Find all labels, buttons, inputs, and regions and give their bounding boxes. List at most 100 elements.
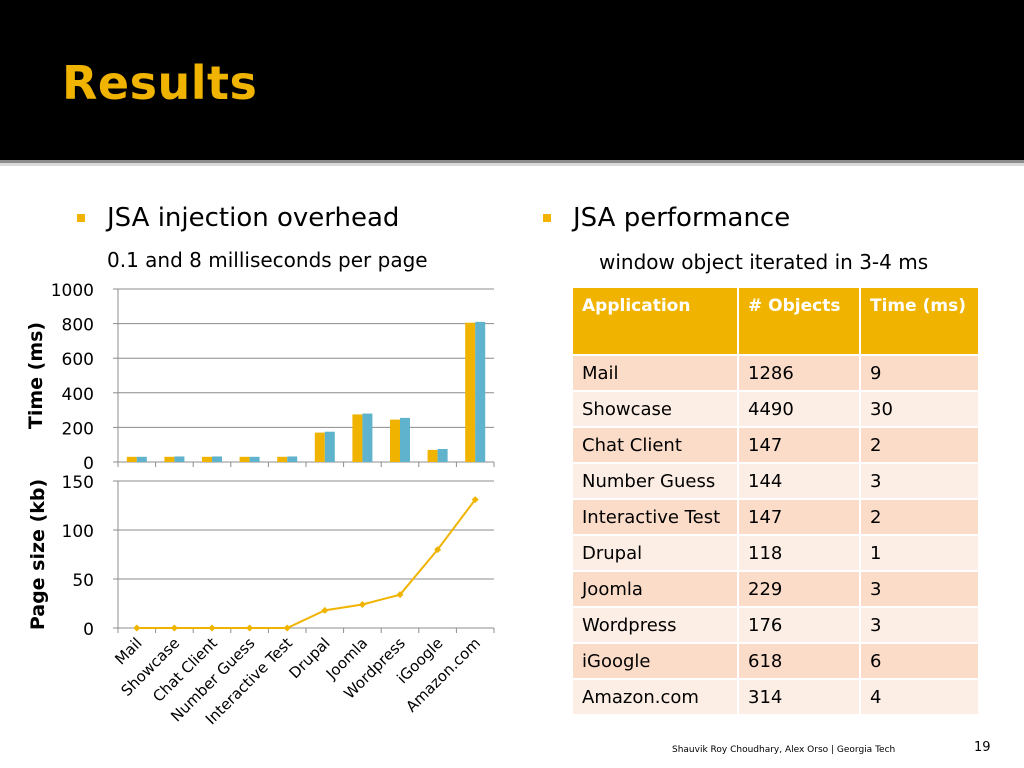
line-chart-point: [321, 606, 329, 614]
table-cell: 30: [859, 390, 980, 428]
bullet-text: JSA injection overhead: [107, 203, 400, 233]
bar-chart-ytick-label: 200: [62, 419, 94, 439]
bar-chart-bar: [164, 456, 175, 462]
table-cell: 1286: [737, 354, 861, 392]
bar-chart-ytick-label: 1000: [51, 281, 94, 301]
bullet-text: JSA performance: [573, 203, 791, 233]
line-chart-ytick-label: 0: [83, 620, 94, 640]
bullet-injection-overhead: JSA injection overhead: [77, 203, 399, 233]
table-cell: 147: [737, 426, 861, 464]
table-cell: 144: [737, 462, 861, 500]
line-chart-point: [208, 624, 216, 632]
slide-title: Results: [62, 56, 258, 110]
bar-chart-ytick-label: 600: [62, 350, 94, 370]
bar-chart-bar: [352, 414, 363, 462]
title-divider-light: [0, 163, 1024, 166]
table-cell: 1: [859, 534, 980, 572]
table-row: Interactive Test 147 2: [571, 498, 980, 536]
table-row: Showcase 4490 30: [571, 390, 980, 428]
bar-chart-bar: [239, 456, 250, 462]
bar-chart-bar: [126, 456, 137, 462]
bar-chart-bar: [277, 456, 288, 462]
bar-chart-bar: [362, 413, 373, 462]
table-cell: Showcase: [571, 390, 739, 428]
slide-footer: Shauvik Roy Choudhary, Alex Orso | Georg…: [672, 745, 896, 755]
table-cell: Drupal: [571, 534, 739, 572]
table-cell: 3: [859, 606, 980, 644]
table-cell: 2: [859, 426, 980, 464]
line-chart-y-axis-label: Page size (kb): [27, 479, 49, 630]
line-chart-ytick-label: 50: [72, 571, 94, 591]
bar-chart-bar: [314, 432, 325, 462]
table-cell: Amazon.com: [571, 678, 739, 716]
table-cell: 4: [859, 678, 980, 716]
bullet-square-icon: [543, 214, 551, 222]
line-chart-point: [471, 496, 479, 504]
table-header-row: Application # Objects Time (ms): [571, 286, 980, 356]
table-cell: Chat Client: [571, 426, 739, 464]
bar-chart-bar: [136, 456, 147, 462]
table-cell: 147: [737, 498, 861, 536]
table-cell: 3: [859, 462, 980, 500]
table-cell: 6: [859, 642, 980, 680]
table-cell: Number Guess: [571, 462, 739, 500]
page-number: 19: [974, 740, 991, 755]
table-cell: Joomla: [571, 570, 739, 608]
table-row: Amazon.com 314 4: [571, 678, 980, 716]
table-cell: 4490: [737, 390, 861, 428]
table-cell: 618: [737, 642, 861, 680]
table-row: Number Guess 144 3: [571, 462, 980, 500]
bar-chart-ytick-label: 800: [62, 316, 94, 336]
table-row: Wordpress 176 3: [571, 606, 980, 644]
bullet-square-icon: [77, 214, 85, 222]
bullet-jsa-performance: JSA performance: [543, 203, 790, 233]
table-cell: 118: [737, 534, 861, 572]
bullet-subtext: window object iterated in 3-4 ms: [599, 250, 929, 274]
table-row: Mail 1286 9: [571, 354, 980, 392]
bar-chart-ytick-label: 0: [83, 454, 94, 474]
bar-chart-bar: [427, 449, 438, 462]
table-cell: 229: [737, 570, 861, 608]
bar-chart-bar: [249, 456, 260, 462]
table-header-cell: Application: [571, 286, 739, 356]
line-chart-point: [133, 624, 141, 632]
table-cell: 176: [737, 606, 861, 644]
table-cell: Wordpress: [571, 606, 739, 644]
line-chart-point: [283, 624, 291, 632]
line-chart-ytick-label: 100: [62, 522, 94, 542]
performance-table: Application # Objects Time (ms) Mail 128…: [571, 286, 980, 716]
bar-chart-bar: [174, 456, 185, 462]
table-cell: Interactive Test: [571, 498, 739, 536]
table-cell: 3: [859, 570, 980, 608]
bar-chart-bar: [475, 321, 486, 462]
line-chart-ytick-label: 150: [62, 473, 94, 493]
line-chart-point: [170, 624, 178, 632]
bar-chart-bar: [390, 419, 400, 462]
title-divider: [0, 160, 1024, 163]
bullet-subtext: 0.1 and 8 milliseconds per page: [107, 248, 428, 272]
line-chart-point: [358, 600, 366, 608]
line-chart-point: [434, 546, 442, 554]
table-cell: 314: [737, 678, 861, 716]
bar-chart-bar: [212, 456, 222, 462]
bar-chart-bar: [400, 417, 410, 462]
table-cell: 2: [859, 498, 980, 536]
bar-chart-bar: [287, 456, 298, 462]
bar-chart-bar: [465, 322, 476, 462]
bar-chart-ytick-label: 400: [62, 385, 94, 405]
table-row: Chat Client 147 2: [571, 426, 980, 464]
title-bar: Results: [0, 0, 1024, 160]
table-row: iGoogle 618 6: [571, 642, 980, 680]
bar-chart-y-axis-label: Time (ms): [25, 322, 47, 429]
bar-chart-bar: [437, 449, 448, 462]
table-row: Joomla 229 3: [571, 570, 980, 608]
bar-chart-bar: [202, 456, 212, 462]
results-charts: 0 200 400 600 800 1000 Time (ms) 0 50 100 150 Page …: [25, 281, 495, 728]
table-cell: iGoogle: [571, 642, 739, 680]
bar-chart-bar: [324, 431, 335, 462]
line-chart-series-line: [136, 499, 476, 629]
table-header-cell: # Objects: [737, 286, 861, 356]
table-cell: 9: [859, 354, 980, 392]
table-header-cell: Time (ms): [859, 286, 980, 356]
table-row: Drupal 118 1: [571, 534, 980, 572]
